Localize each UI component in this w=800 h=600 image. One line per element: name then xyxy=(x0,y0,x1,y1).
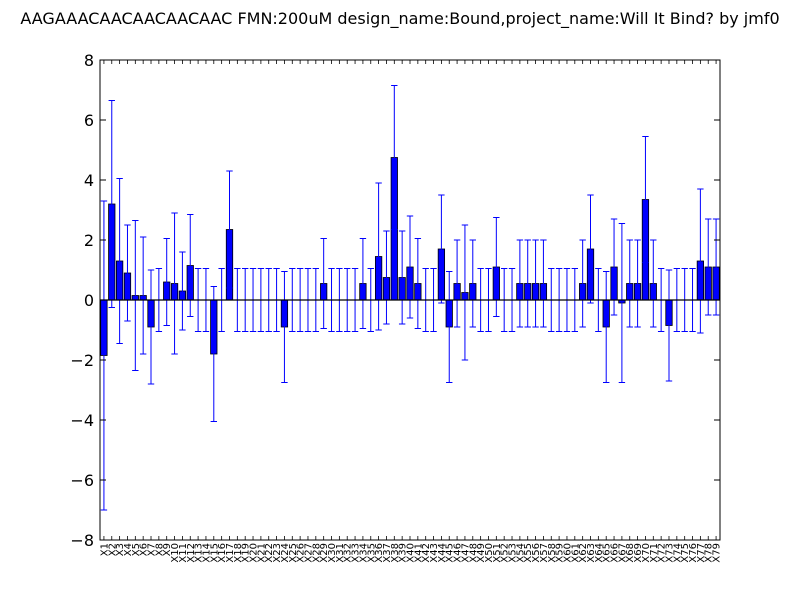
x-tick-label: X75 xyxy=(680,543,691,563)
x-tick-label: X68 xyxy=(625,543,636,563)
x-tick-label: X40 xyxy=(406,543,417,563)
x-tick-label: X15 xyxy=(209,543,220,563)
x-tick-label: X38 xyxy=(390,543,401,563)
x-tick-label: X67 xyxy=(617,543,628,563)
x-tick-label: X8 xyxy=(154,543,165,556)
x-tick-label: X58 xyxy=(547,543,558,563)
x-tick-label: X44 xyxy=(437,543,448,563)
x-tick-label: X19 xyxy=(241,543,252,563)
x-tick-label: X78 xyxy=(704,543,715,563)
x-tick-label: X12 xyxy=(186,543,197,563)
x-tick-label: X70 xyxy=(641,543,652,563)
x-tick-label: X29 xyxy=(319,543,330,563)
x-tick-label: X10 xyxy=(170,543,181,563)
x-tick-label: X52 xyxy=(500,543,511,563)
x-tick-label: X22 xyxy=(264,543,275,563)
x-tick-label: X53 xyxy=(508,543,519,563)
y-tick-label: −8 xyxy=(70,531,94,550)
x-tick-label: X59 xyxy=(555,543,566,563)
x-tick-label: X49 xyxy=(476,543,487,563)
x-tick-label: X14 xyxy=(201,543,212,563)
x-tick-label: X6 xyxy=(139,543,150,556)
x-tick-label: X25 xyxy=(288,543,299,563)
x-tick-label: X45 xyxy=(445,543,456,563)
x-tick-label: X62 xyxy=(578,543,589,563)
x-tick-label: X32 xyxy=(343,543,354,563)
x-tick-label: X16 xyxy=(217,543,228,563)
x-tick-label: X39 xyxy=(398,543,409,563)
x-tick-label: X79 xyxy=(712,543,723,563)
x-tick-label: X47 xyxy=(460,543,471,563)
error-bars-layer xyxy=(100,85,720,511)
x-tick-label: X30 xyxy=(327,543,338,563)
y-tick-label: −2 xyxy=(70,351,94,370)
x-tick-label: X51 xyxy=(492,543,503,563)
x-tick-label: X31 xyxy=(335,543,346,563)
x-tick-label: X7 xyxy=(147,543,158,556)
y-tick-label: 0 xyxy=(84,291,94,310)
x-tick-label: X27 xyxy=(303,543,314,563)
x-tick-label: X28 xyxy=(311,543,322,563)
x-tick-label: X4 xyxy=(123,543,134,556)
x-tick-label: X5 xyxy=(131,543,142,556)
x-tick-label: X9 xyxy=(162,543,173,556)
x-tick-label: X77 xyxy=(696,543,707,563)
y-tick-label: 8 xyxy=(84,51,94,70)
x-tick-label: X33 xyxy=(351,543,362,563)
x-tick-label: X60 xyxy=(562,543,573,563)
x-tick-label: X64 xyxy=(594,543,605,563)
x-tick-label: X71 xyxy=(649,543,660,563)
y-tick-label: −4 xyxy=(70,411,94,430)
x-tick-label: X54 xyxy=(515,543,526,563)
x-tick-label: X74 xyxy=(672,543,683,563)
x-tick-label: X3 xyxy=(115,543,126,556)
x-tick-label: X2 xyxy=(107,543,118,556)
x-tick-label: X66 xyxy=(610,543,621,563)
x-tick-label: X26 xyxy=(296,543,307,563)
x-tick-label: X57 xyxy=(539,543,550,563)
x-tick-label: X34 xyxy=(358,543,369,563)
x-tick-label: X72 xyxy=(657,543,668,563)
x-tick-label: X69 xyxy=(633,543,644,563)
x-tick-label: X37 xyxy=(382,543,393,563)
x-tick-label: X41 xyxy=(413,543,424,563)
x-tick-label: X55 xyxy=(523,543,534,563)
x-tick-label: X42 xyxy=(421,543,432,563)
x-tick-label: X65 xyxy=(602,543,613,563)
x-tick-label: X48 xyxy=(468,543,479,563)
x-tick-label: X17 xyxy=(225,543,236,563)
x-tick-label: X63 xyxy=(586,543,597,563)
x-tick-label: X35 xyxy=(366,543,377,563)
y-tick-label: 6 xyxy=(84,111,94,130)
y-tick-label: 4 xyxy=(84,171,94,190)
y-axis: 8 6 4 2 0 −2 −4 −6 −8 xyxy=(70,51,720,550)
x-tick-label: X24 xyxy=(280,543,291,563)
x-axis: X1X2X3X4X5X6X7X8X9X10X11X12X13X14X15X16X… xyxy=(99,60,723,563)
chart-title: AAGAAACAACAACAACAAC FMN:200uM design_nam… xyxy=(20,9,779,29)
x-tick-label: X21 xyxy=(256,543,267,563)
x-tick-label: X61 xyxy=(570,543,581,563)
x-tick-label: X73 xyxy=(664,543,675,563)
x-tick-label: X50 xyxy=(484,543,495,563)
x-tick-label: X76 xyxy=(688,543,699,563)
y-tick-label: 2 xyxy=(84,231,94,250)
x-tick-label: X20 xyxy=(249,543,260,563)
x-tick-label: X18 xyxy=(233,543,244,563)
x-tick-label: X43 xyxy=(429,543,440,563)
x-tick-label: X13 xyxy=(194,543,205,563)
x-tick-label: X23 xyxy=(272,543,283,563)
x-tick-label: X46 xyxy=(453,543,464,563)
x-tick-label: X56 xyxy=(531,543,542,563)
x-tick-label: X1 xyxy=(99,543,110,556)
x-tick-label: X11 xyxy=(178,543,189,563)
y-tick-label: −6 xyxy=(70,471,94,490)
x-tick-label: X36 xyxy=(374,543,385,563)
